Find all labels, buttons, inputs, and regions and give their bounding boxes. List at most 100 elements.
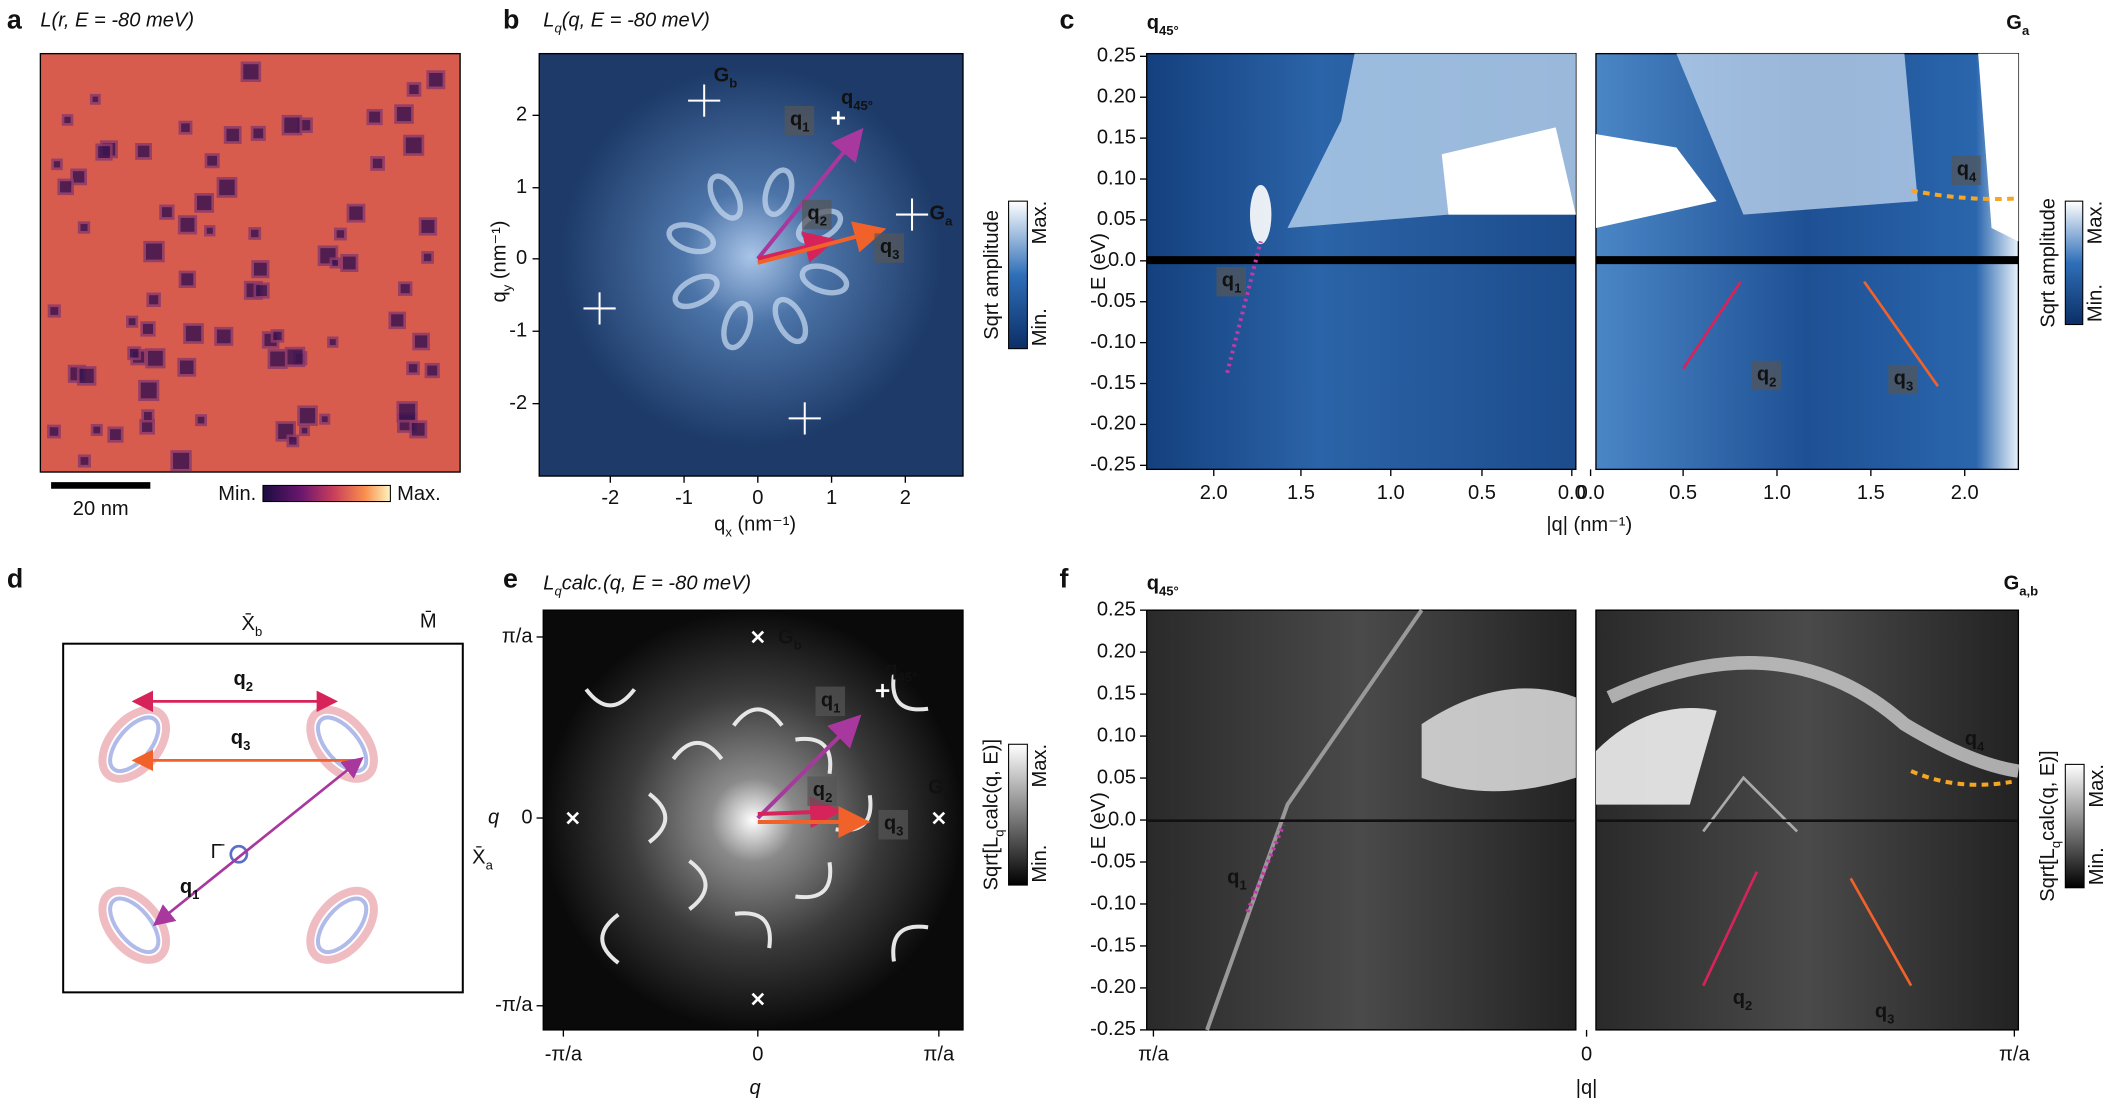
colorbar — [2064, 763, 2085, 889]
brillouin-zone — [62, 642, 464, 994]
y-tick-label: 0.25 — [1097, 45, 1136, 67]
colorbar-max: Max. — [1029, 201, 1051, 245]
defect — [70, 168, 88, 186]
y-tick-label: 2 — [516, 104, 527, 126]
defect — [135, 143, 152, 160]
colorbar-label: Sqrt amplitude — [981, 210, 1003, 340]
defect — [138, 379, 160, 402]
corner-label: Ga,b — [2004, 573, 2039, 599]
q-label: q2 — [233, 668, 253, 694]
defect — [409, 420, 428, 439]
x-tick-label: 0.5 — [1468, 482, 1496, 504]
x-tick-label: 2 — [900, 487, 911, 509]
x-tick-label: 0 — [752, 1044, 763, 1066]
q-label: q3 — [231, 727, 251, 753]
point-label: X̄a — [472, 846, 493, 873]
defect — [299, 425, 311, 437]
fermi-lobe — [316, 715, 369, 774]
y-tick-label: -0.10 — [1090, 331, 1136, 353]
defect — [170, 450, 192, 472]
g-label-part: a — [944, 787, 952, 802]
fermi-lobe — [316, 896, 369, 955]
arrow — [757, 231, 837, 263]
colorbar-label-part: Sqrt[L — [2038, 848, 2060, 902]
y-tick-label: -2 — [509, 392, 527, 414]
colorbar-max: Max. — [2086, 764, 2103, 808]
colorbar-label: Sqrt amplitude — [2038, 198, 2060, 328]
corner-label-part: a — [2022, 23, 2030, 38]
corner-label-part: q — [1147, 12, 1159, 34]
defect — [412, 332, 430, 351]
defect — [140, 321, 156, 337]
fft-lobe — [707, 173, 744, 221]
defect — [421, 251, 434, 264]
defect — [333, 227, 347, 241]
defect — [397, 281, 413, 296]
fermi-lobe — [306, 886, 378, 964]
g-label-part: G — [929, 203, 945, 225]
y-tick-label: 0.05 — [1097, 766, 1136, 788]
fft-lobe — [672, 273, 720, 310]
x-tick-label: 1.0 — [1377, 482, 1405, 504]
arrow — [756, 127, 864, 261]
panel-title-part: L — [543, 573, 554, 595]
g-label-part: b — [729, 75, 737, 90]
y-axis-label: qy (nm⁻¹) — [489, 221, 515, 303]
q-label-part: 2 — [1745, 998, 1752, 1013]
x-tick-label: 0.0 — [1558, 482, 1586, 504]
y-tick-label: 0 — [516, 247, 527, 269]
defect — [194, 193, 215, 213]
defect — [61, 114, 74, 126]
y-tick-label: -0.25 — [1090, 454, 1136, 476]
defect — [77, 454, 91, 468]
dispersion — [1682, 280, 1742, 370]
panel-title-part: q — [554, 20, 562, 35]
q45-label-part: q — [841, 88, 853, 110]
defect — [204, 153, 220, 169]
panel-title-part: q — [554, 584, 562, 599]
y-tick-label: 0 — [521, 806, 532, 828]
q-label: q4 — [1965, 729, 1985, 755]
label-box — [1216, 266, 1246, 297]
colorbar-label-part: q — [2048, 841, 2063, 848]
y-tick-label: -0.05 — [1090, 850, 1136, 872]
x-tick-label: 2.0 — [1951, 482, 1979, 504]
colorbar — [1008, 743, 1028, 886]
x-tick-label: -π/a — [545, 1044, 583, 1066]
q-label: q2 — [1757, 364, 1777, 390]
g-label: Ga — [929, 203, 953, 229]
label-box — [784, 105, 815, 136]
g-label-part: a — [945, 214, 953, 229]
corner-label-part: 45° — [1159, 584, 1179, 599]
q-label-part: 1 — [192, 887, 199, 902]
y-tick-label: -1 — [509, 320, 527, 342]
q-label-part: q — [807, 203, 819, 225]
y-tick-label: -π/a — [495, 994, 533, 1016]
defect — [177, 357, 197, 377]
x-tick-label: 1 — [826, 487, 837, 509]
y-tick-label: -0.15 — [1090, 372, 1136, 394]
corner-label: q45° — [1147, 573, 1179, 599]
x-tick-label: -1 — [675, 487, 693, 509]
q-label-part: 1 — [1234, 281, 1241, 296]
defect — [107, 426, 124, 443]
q-label: q3 — [880, 236, 900, 262]
label-box — [878, 809, 909, 840]
q45-label: q45° — [841, 88, 873, 114]
calc-arc — [795, 862, 833, 900]
defect — [90, 423, 103, 437]
q-label-part: q — [180, 876, 192, 898]
defect — [250, 125, 266, 141]
x-tick-label: 2.0 — [1200, 482, 1228, 504]
calc-arc — [734, 911, 772, 949]
defect — [195, 414, 208, 427]
dispersion — [1863, 280, 1940, 387]
defect — [424, 362, 440, 379]
calc-arc — [647, 792, 668, 844]
defect — [204, 225, 216, 237]
q-label: q2 — [813, 780, 833, 806]
q-label-part: q — [884, 813, 896, 835]
q-label-part: q — [1957, 159, 1969, 181]
y-tick-label: 1 — [516, 176, 527, 198]
